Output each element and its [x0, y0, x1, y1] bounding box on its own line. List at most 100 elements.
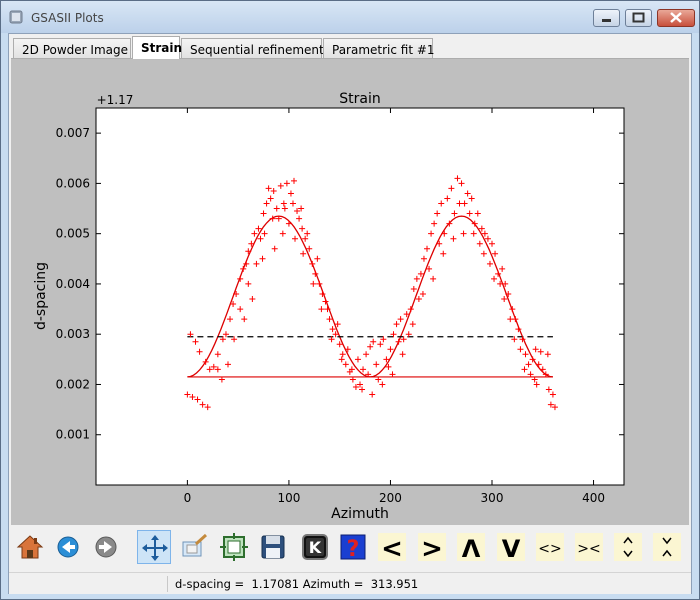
data-point — [379, 381, 386, 388]
data-point — [419, 290, 426, 297]
status-text: d-spacing = 1.17081 Azimuth = 313.951 — [175, 577, 419, 591]
data-point — [441, 230, 448, 237]
data-point — [281, 205, 288, 212]
home-button[interactable] — [13, 530, 47, 564]
data-point — [446, 220, 453, 227]
data-point — [448, 185, 455, 192]
expand-vertical-button[interactable] — [611, 530, 645, 564]
maximize-button[interactable] — [625, 9, 652, 27]
data-point — [310, 280, 317, 287]
shift-left-button[interactable]: < — [375, 530, 409, 564]
key-button[interactable]: K — [298, 530, 332, 564]
data-point — [454, 175, 461, 182]
data-point — [270, 187, 277, 194]
data-point — [471, 220, 478, 227]
data-point — [474, 210, 481, 217]
data-point — [478, 225, 485, 232]
data-point — [380, 336, 387, 343]
data-point — [280, 200, 287, 207]
back-button[interactable] — [51, 530, 85, 564]
data-point — [430, 275, 437, 282]
shift-down-icon: V — [497, 533, 525, 563]
x-tick-label: 400 — [582, 491, 605, 505]
axis-ticks: 0 100 200 300 400 0.001 0.002 0.003 0.004 0.005 0.… — [56, 108, 624, 505]
data-point — [495, 270, 502, 277]
data-point — [285, 220, 292, 227]
help-button[interactable]: ? — [336, 530, 370, 564]
data-point — [354, 356, 361, 363]
minimize-button[interactable] — [593, 9, 620, 27]
shrink-vertical-icon — [653, 533, 681, 561]
configure-subplots-button[interactable] — [217, 530, 251, 564]
tab-strain[interactable]: Strain — [132, 36, 182, 59]
data-point — [249, 296, 256, 303]
data-point — [312, 270, 319, 277]
data-point — [440, 250, 447, 257]
data-point — [461, 200, 468, 207]
expand-horizontal-button[interactable]: <> — [533, 530, 567, 564]
data-point — [491, 275, 498, 282]
expand-horizontal-icon: <> — [536, 533, 564, 561]
data-point — [206, 366, 213, 373]
x-tick-label: 300 — [481, 491, 504, 505]
data-point — [261, 230, 268, 237]
forward-button[interactable] — [89, 530, 123, 564]
data-point — [532, 346, 539, 353]
data-point — [537, 348, 544, 355]
data-point — [322, 298, 329, 305]
data-point — [511, 336, 518, 343]
shift-right-button[interactable]: > — [415, 530, 449, 564]
key-icon: K — [302, 534, 328, 560]
data-point — [464, 190, 471, 197]
data-point — [263, 200, 270, 207]
title-bar[interactable]: GSASII Plots — [1, 1, 699, 33]
shift-up-glyph: Λ — [462, 535, 481, 563]
status-bar: d-spacing = 1.17081 Azimuth = 313.951 — [9, 572, 691, 594]
data-point — [344, 346, 351, 353]
data-point — [210, 363, 217, 370]
pan-button[interactable] — [137, 530, 171, 564]
chart-title: Strain — [339, 91, 380, 107]
data-point — [370, 338, 377, 345]
shrink-vertical-button[interactable] — [650, 530, 684, 564]
data-point — [257, 235, 264, 242]
tab-2d-powder-image[interactable]: 2D Powder Image — [13, 38, 131, 58]
data-point — [230, 301, 237, 308]
expand-horizontal-glyph: <> — [538, 541, 561, 557]
save-button[interactable] — [256, 530, 290, 564]
data-point — [363, 351, 370, 358]
data-point — [348, 366, 355, 373]
data-point — [194, 396, 201, 403]
data-point — [237, 275, 244, 282]
data-point — [436, 240, 443, 247]
data-point — [400, 336, 407, 343]
data-point — [367, 343, 374, 350]
data-point — [342, 361, 349, 368]
shrink-horizontal-button[interactable]: >< — [572, 530, 606, 564]
data-point — [218, 376, 225, 383]
data-point — [492, 250, 499, 257]
data-point — [417, 270, 424, 277]
data-point — [283, 180, 290, 187]
shift-up-button[interactable]: Λ — [454, 530, 488, 564]
shift-down-button[interactable]: V — [494, 530, 528, 564]
x-tick-label: 0 — [184, 491, 192, 505]
zoom-button[interactable] — [178, 530, 212, 564]
close-icon — [670, 12, 682, 23]
tab-sequential-refinement[interactable]: Sequential refinement — [181, 38, 324, 58]
data-point — [316, 280, 323, 287]
data-point — [225, 361, 231, 368]
data-point — [287, 190, 294, 197]
close-button[interactable] — [657, 9, 695, 27]
data-point — [502, 280, 509, 287]
data-point — [233, 290, 240, 297]
data-point — [466, 210, 473, 217]
data-point — [444, 195, 451, 202]
data-point — [431, 220, 438, 227]
plot-area[interactable] — [95, 107, 625, 486]
tab-parametric-fit[interactable]: Parametric fit #1 — [323, 38, 435, 58]
data-point — [531, 376, 538, 383]
data-point — [279, 230, 286, 237]
strain-chart[interactable]: 0 100 200 300 400 0.001 0.002 0.003 0.004 0.005 0.… — [11, 59, 689, 525]
shift-right-glyph: > — [421, 534, 443, 564]
